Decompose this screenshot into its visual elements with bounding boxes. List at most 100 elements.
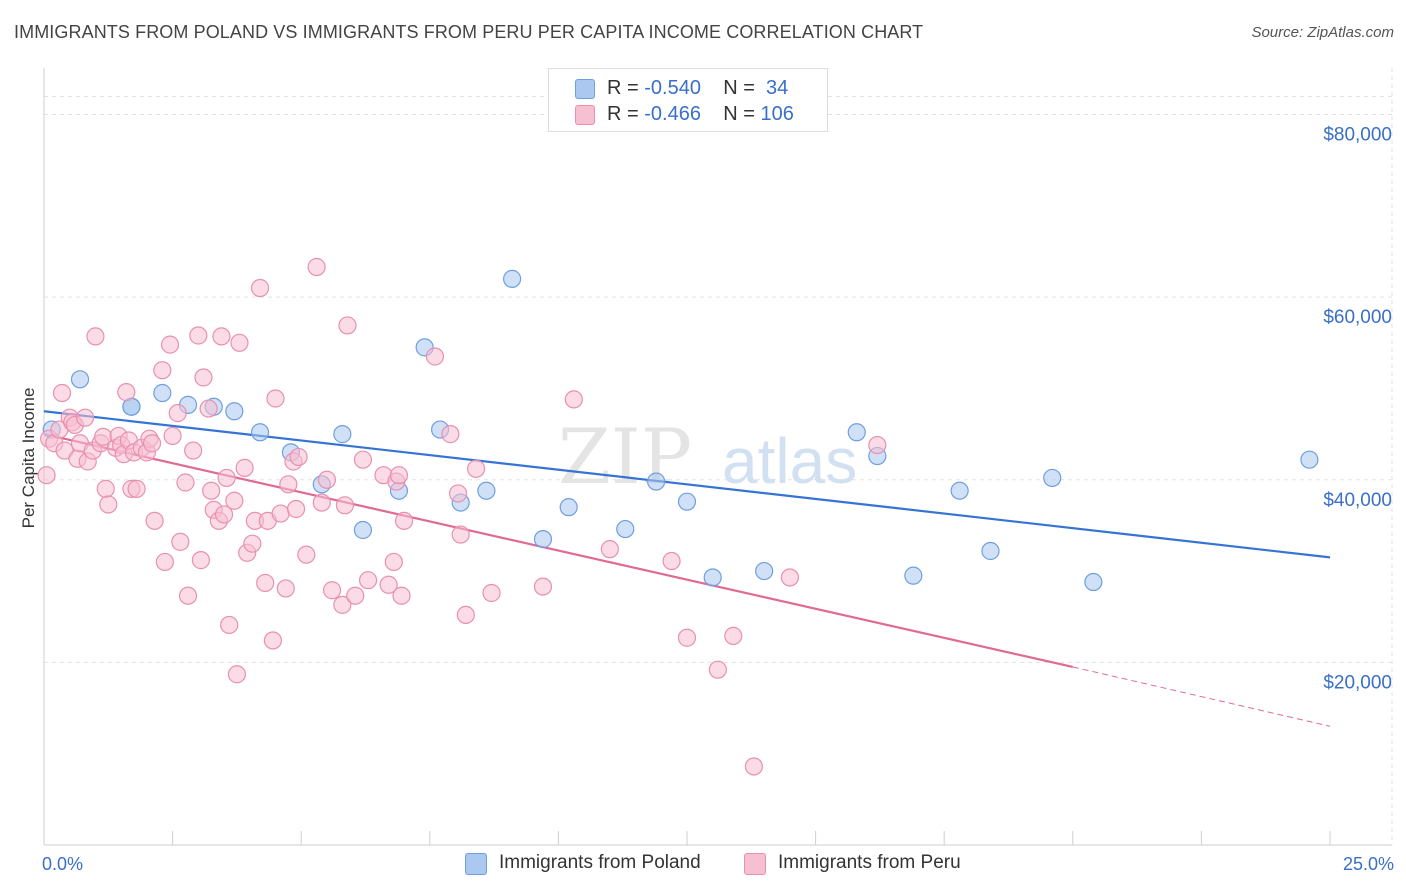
data-point <box>225 491 244 510</box>
data-point <box>353 520 373 540</box>
data-point <box>271 504 290 523</box>
bottom-legend-swatch-poland <box>465 853 487 875</box>
data-point <box>466 459 486 478</box>
watermark-zip: ZIP <box>558 412 692 501</box>
source-credit: Source: ZipAtlas.com <box>1251 24 1394 41</box>
bottom-legend-swatch-peru <box>744 853 766 875</box>
data-point <box>559 498 578 517</box>
data-point <box>227 665 246 684</box>
data-point <box>338 316 357 335</box>
data-point <box>199 399 218 418</box>
data-point <box>220 615 239 635</box>
data-point <box>1300 450 1319 469</box>
data-point <box>477 481 496 500</box>
data-point <box>194 368 213 387</box>
data-point <box>1084 572 1103 592</box>
data-point <box>279 475 298 494</box>
watermark: ZIP atlas <box>558 412 857 501</box>
legend-n-value-poland: 34 <box>766 77 789 99</box>
data-point <box>250 423 270 442</box>
y-tick-label: $40,000 <box>1323 490 1392 511</box>
legend-n-value-peru: 106 <box>760 103 794 125</box>
correlation-legend: R = -0.540 N = 34 R = -0.466 N = 106 <box>548 68 828 132</box>
data-point <box>117 383 136 402</box>
trend-line-extension-1 <box>1072 666 1331 727</box>
data-point <box>250 278 270 298</box>
y-axis-label: Per Capita Income <box>19 388 38 529</box>
data-point <box>384 552 403 572</box>
data-point <box>451 525 470 544</box>
data-point <box>217 468 236 488</box>
data-point <box>677 628 697 647</box>
data-point <box>307 257 326 277</box>
data-point <box>456 605 475 625</box>
data-point <box>333 595 352 614</box>
data-point <box>168 404 187 423</box>
legend-n-label: N = <box>723 103 755 125</box>
data-point <box>533 577 553 596</box>
data-point <box>70 370 90 389</box>
y-tick-labels: $20,000 $40,000 $60,000 $80,000 <box>1323 125 1392 694</box>
x-tick-label: 0.0% <box>42 854 83 874</box>
data-point <box>847 423 866 442</box>
data-point <box>178 586 198 605</box>
data-point <box>37 466 56 485</box>
data-point <box>392 586 411 605</box>
data-point <box>55 441 74 460</box>
data-point <box>379 575 398 594</box>
data-point <box>724 626 743 646</box>
watermark-atlas: atlas <box>722 425 857 497</box>
data-point <box>662 551 681 571</box>
data-point <box>950 481 969 500</box>
legend-swatch-peru <box>575 105 595 125</box>
data-point <box>564 390 583 409</box>
data-point <box>243 534 262 553</box>
data-point <box>163 426 182 446</box>
data-point <box>286 499 306 519</box>
trend-line-1 <box>43 433 1074 669</box>
data-point <box>904 566 923 585</box>
data-point <box>263 631 283 650</box>
data-point <box>1043 468 1062 488</box>
data-point <box>703 568 722 587</box>
data-point <box>600 540 619 559</box>
data-point <box>297 545 316 564</box>
data-point <box>191 551 210 570</box>
legend-r-value-poland: -0.540 <box>644 77 701 99</box>
data-point <box>317 470 337 489</box>
data-point <box>266 389 285 408</box>
legend-n-label: N = <box>723 77 755 99</box>
data-point <box>127 479 146 498</box>
data-point <box>868 435 887 455</box>
data-point <box>353 450 373 469</box>
data-point <box>155 552 174 572</box>
data-point <box>160 335 180 354</box>
data-point <box>153 383 172 403</box>
legend-r-label: R = <box>607 77 639 99</box>
x-tick-label: 25.0% <box>1343 854 1394 874</box>
bottom-legend-label-peru: Immigrants from Peru <box>778 852 961 873</box>
data-point <box>425 347 445 366</box>
data-point <box>225 402 244 421</box>
data-point <box>176 473 195 492</box>
data-point <box>441 425 460 444</box>
data-point <box>503 269 522 288</box>
data-point <box>358 571 378 590</box>
data-point <box>99 495 118 514</box>
axes <box>43 68 1392 846</box>
data-point <box>52 383 72 403</box>
bottom-legend-label-poland: Immigrants from Poland <box>499 852 701 873</box>
data-point <box>708 660 727 679</box>
data-point <box>647 472 666 491</box>
legend-r-label: R = <box>607 103 639 125</box>
data-point <box>171 532 190 551</box>
data-point <box>76 408 95 427</box>
data-point <box>482 583 501 603</box>
data-point <box>153 361 172 380</box>
data-point <box>322 581 342 600</box>
data-point <box>86 327 105 346</box>
data-point <box>780 568 799 587</box>
x-tick-labels: 0.0% 25.0% <box>42 854 1394 874</box>
data-point <box>677 492 697 511</box>
